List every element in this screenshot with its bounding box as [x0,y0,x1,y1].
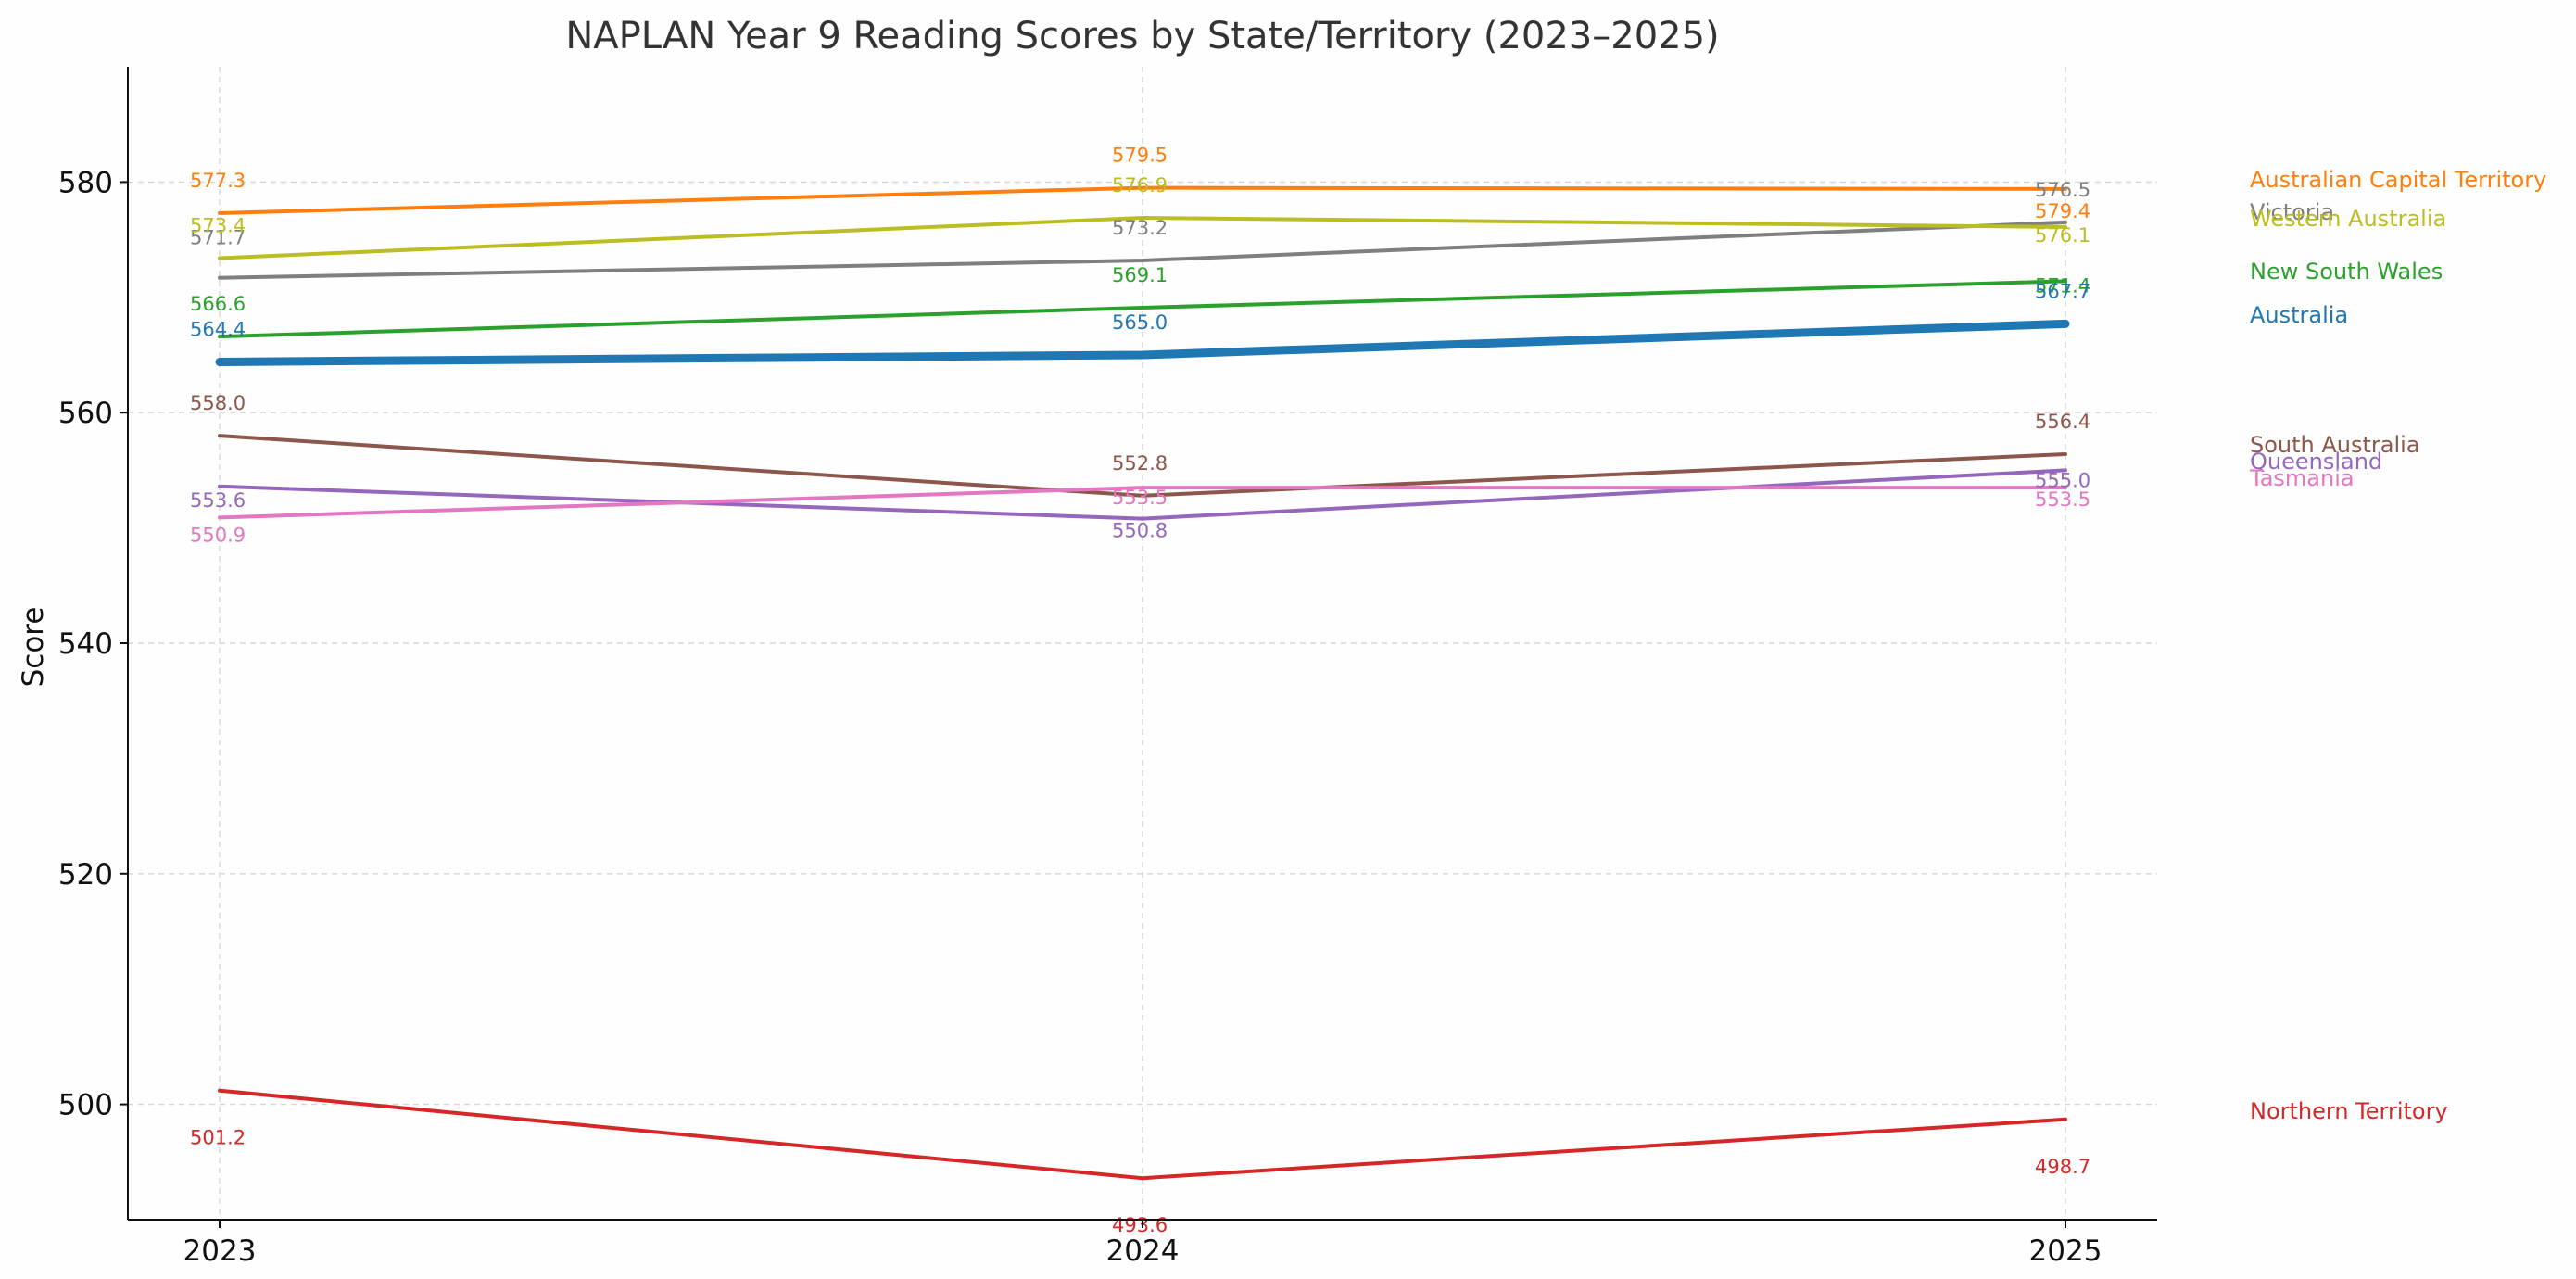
y-tick-label: 560 [58,397,113,430]
series-line-northern-territory [218,1088,2067,1181]
data-label: 576.1 [2035,224,2090,247]
series-line-new-south-wales [218,279,2067,339]
data-label: 555.0 [2035,469,2090,491]
grid-lines [128,67,2157,1220]
series-line-tasmania [218,486,2067,520]
series-end-label-australia: Australia [2250,302,2348,328]
data-labels: 577.3 579.5 579.4 Australian Capital Territ… [190,145,2546,1237]
series-end-label-australian-capital-territory: Australian Capital Territory [2250,167,2546,193]
series-end-label-south-australia: South Australia [2250,432,2420,458]
y-tick-label: 500 [58,1089,113,1122]
y-tick-label: 520 [58,858,113,892]
series-lines [215,185,2070,1181]
data-label: 567.7 [2035,280,2090,302]
x-tick-label: 2023 [183,1235,257,1268]
data-label: 553.6 [190,489,246,512]
series-line-australia [215,319,2070,366]
data-label: 576.5 [2035,179,2090,201]
data-label: 552.8 [1112,452,1168,475]
series-end-label-western-australia: Western Australia [2250,206,2446,232]
data-label: 550.9 [190,524,246,546]
data-label: 569.1 [1112,264,1168,286]
chart-title: NAPLAN Year 9 Reading Scores by State/Te… [565,15,1719,57]
y-tick-label: 580 [58,166,113,199]
data-label: 573.4 [190,215,246,237]
data-label: 576.9 [1112,174,1168,196]
data-label: 493.6 [1112,1214,1168,1236]
y-tick-label: 540 [58,627,113,661]
series-line-victoria [218,220,2067,280]
series-end-label-victoria: Victoria [2250,199,2334,225]
data-label: 558.0 [190,392,246,414]
data-label: 571.7 [190,227,246,249]
axes: 500 520 540 560 580 2023 2024 2025 [58,67,2157,1268]
data-label: 498.7 [2035,1156,2090,1178]
data-label: 571.4 [2035,274,2090,297]
x-tick-label: 2024 [1106,1235,1180,1268]
data-label: 556.4 [2035,411,2090,433]
data-label: 579.4 [2035,200,2090,222]
data-label: 553.5 [1112,487,1168,509]
series-end-label-queensland: Queensland [2250,449,2382,475]
x-tick-label: 2025 [2029,1235,2102,1268]
data-label: 553.5 [2035,488,2090,511]
series-line-south-australia [218,434,2067,498]
series-line-western-australia [218,216,2067,260]
series-line-australian-capital-territory [218,185,2067,215]
data-label: 501.2 [190,1127,246,1149]
series-end-label-new-south-wales: New South Wales [2250,259,2443,285]
data-label: 577.3 [190,170,246,192]
series-end-label-tasmania: Tasmania [2249,465,2355,491]
data-label: 566.6 [190,293,246,315]
data-label: 573.2 [1112,217,1168,239]
data-label: 565.0 [1112,311,1168,334]
data-label: 564.4 [190,319,246,341]
data-label: 579.5 [1112,145,1168,167]
y-axis-label: Score [17,607,50,688]
data-label: 550.8 [1112,520,1168,542]
series-end-label-northern-territory: Northern Territory [2250,1098,2448,1124]
